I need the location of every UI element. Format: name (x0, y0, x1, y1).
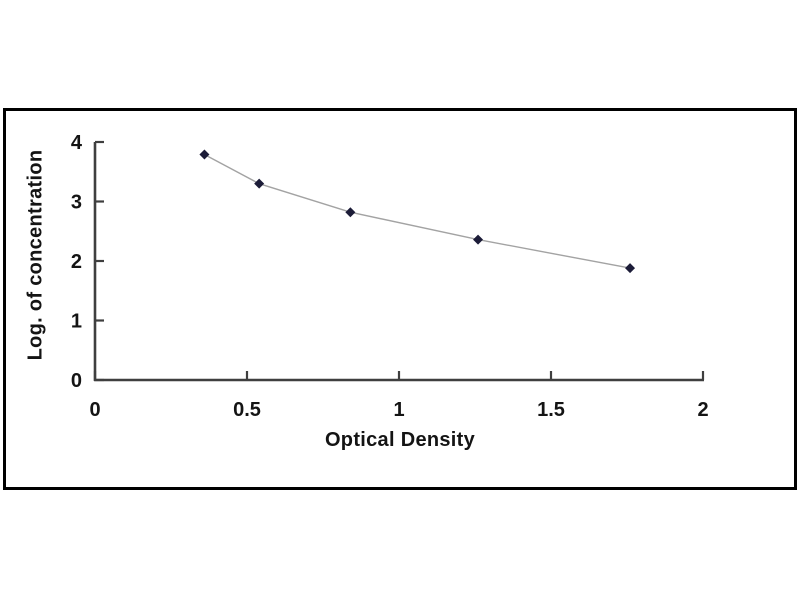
x-tick-label: 1 (393, 399, 404, 421)
y-tick-label: 1 (71, 311, 82, 333)
data-point-marker (199, 149, 210, 160)
data-point-marker (473, 234, 484, 245)
y-tick-label: 2 (71, 251, 82, 273)
x-axis-title: Optical Density (324, 429, 476, 451)
data-point-marker (254, 178, 265, 189)
curve-line (204, 153, 631, 269)
y-tick-label: 0 (71, 370, 82, 392)
x-tick-label: 0.5 (233, 399, 261, 421)
x-tick-label: 2 (697, 399, 708, 421)
y-tick-label: 3 (71, 192, 82, 214)
data-point-marker (345, 207, 356, 218)
data-point-marker (625, 263, 636, 274)
chart-frame (3, 108, 797, 490)
x-tick-label: 1.5 (537, 399, 565, 421)
y-tick-label: 4 (71, 132, 83, 154)
x-tick-label: 0 (89, 399, 100, 421)
y-axis-title: Log. of concentration (24, 149, 47, 361)
